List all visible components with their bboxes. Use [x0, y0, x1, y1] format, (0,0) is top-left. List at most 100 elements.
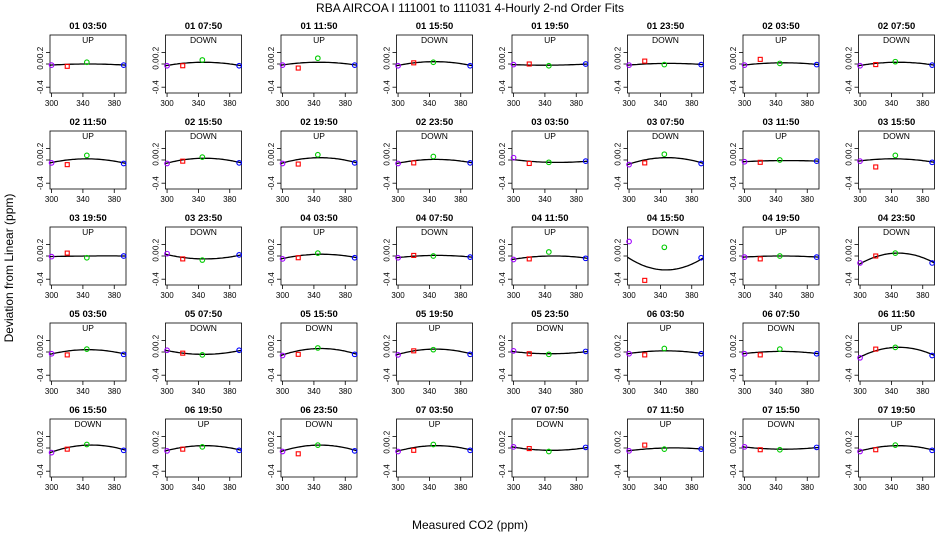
panel-label: 04 19:50 — [762, 213, 800, 224]
data-point — [351, 351, 358, 358]
y-tick-label: 0.0 — [498, 58, 507, 70]
data-point — [279, 62, 286, 69]
panel-label: 02 19:50 — [300, 117, 338, 128]
y-tick-label: 0.2 — [267, 46, 276, 58]
x-tick-label: 300 — [45, 99, 59, 108]
x-tick-label: 380 — [801, 195, 815, 204]
x-tick-label: 380 — [223, 483, 237, 492]
data-point — [510, 256, 517, 263]
panel: 07 19:50 UP -0.4 0.00.2 300 340 380 — [845, 405, 935, 492]
x-tick-label: 300 — [276, 291, 290, 300]
data-point — [430, 59, 437, 66]
panel-label: 05 03:50 — [69, 309, 107, 320]
y-tick-label: -0.4 — [614, 80, 623, 94]
y-tick-label: -0.4 — [498, 80, 507, 94]
fit-curve — [858, 346, 935, 359]
fit-curve — [627, 157, 704, 166]
panel-direction: UP — [544, 131, 556, 141]
fit-curve — [49, 349, 127, 355]
data-point — [626, 448, 632, 454]
panel: 02 11:50 UP -0.4 0.00.2 300 340 380 — [36, 117, 127, 204]
y-tick-label: 0.2 — [152, 142, 161, 154]
y-tick-label: 0.2 — [267, 238, 276, 250]
y-tick-label: 0.2 — [267, 334, 276, 346]
x-tick-label: 300 — [160, 483, 174, 492]
data-point — [64, 352, 70, 358]
x-tick-label: 300 — [45, 291, 59, 300]
y-tick-label: 0.2 — [152, 430, 161, 442]
y-tick-label: -0.4 — [36, 464, 45, 478]
y-tick-label: 0.2 — [614, 238, 623, 250]
data-point — [857, 448, 863, 455]
fit-curve — [742, 350, 820, 355]
x-tick-label: 380 — [454, 99, 468, 108]
panel: 03 23:50 DOWN -0.4 0.00.2 300 340 380 — [152, 213, 242, 300]
x-tick-label: 300 — [507, 387, 521, 396]
x-tick-label: 340 — [423, 483, 437, 492]
x-tick-label: 380 — [801, 99, 815, 108]
data-point — [236, 160, 242, 166]
y-tick-label: 0.2 — [498, 238, 507, 250]
data-point — [757, 256, 763, 262]
panel-direction: UP — [313, 35, 325, 45]
x-tick-label: 340 — [538, 291, 552, 300]
fit-curve — [396, 348, 473, 356]
x-tick-label: 340 — [423, 387, 437, 396]
data-point — [411, 160, 417, 166]
data-point — [395, 448, 401, 455]
y-tick-label: 0.2 — [845, 142, 854, 154]
y-tick-label: -0.4 — [498, 176, 507, 190]
panel: 01 19:50 UP -0.4 0.00.2 300 340 380 — [498, 21, 589, 108]
x-tick-label: 300 — [276, 483, 290, 492]
data-point — [180, 350, 186, 356]
panel-direction: UP — [775, 227, 787, 237]
y-tick-label: 0.0 — [729, 154, 738, 166]
fit-curve — [49, 444, 127, 454]
x-tick-label: 340 — [769, 291, 783, 300]
fit-curve — [742, 255, 820, 258]
x-tick-label: 380 — [916, 483, 930, 492]
data-point — [164, 62, 170, 69]
data-point — [698, 350, 704, 357]
data-point — [757, 447, 763, 453]
y-tick-label: -0.4 — [498, 464, 507, 478]
data-point — [510, 347, 517, 354]
data-point — [526, 160, 532, 167]
x-tick-label: 340 — [307, 99, 321, 108]
data-point — [120, 160, 127, 167]
y-tick-label: -0.4 — [267, 80, 276, 94]
x-tick-label: 380 — [570, 195, 584, 204]
data-point — [741, 443, 748, 450]
data-point — [642, 58, 648, 64]
fit-curve — [627, 62, 704, 66]
data-point — [582, 348, 589, 355]
panel-label: 06 19:50 — [185, 405, 223, 416]
chart-title: RBA AIRCOA I 111001 to 111031 4-Hourly 2… — [316, 1, 624, 15]
panel-direction: UP — [544, 35, 556, 45]
data-point — [199, 443, 206, 450]
panel-label: 07 07:50 — [531, 405, 569, 416]
x-tick-label: 300 — [391, 195, 405, 204]
data-point — [873, 447, 879, 453]
x-tick-label: 340 — [423, 195, 437, 204]
x-tick-label: 300 — [45, 387, 59, 396]
x-tick-label: 380 — [570, 483, 584, 492]
x-tick-label: 300 — [160, 195, 174, 204]
panel-label: 03 07:50 — [647, 117, 685, 128]
x-tick-label: 380 — [339, 291, 353, 300]
data-point — [526, 446, 532, 452]
y-tick-label: 0.2 — [845, 430, 854, 442]
x-tick-label: 380 — [108, 291, 122, 300]
fit-curve — [280, 157, 358, 165]
x-axis-label: Measured CO2 (ppm) — [412, 518, 528, 532]
y-tick-label: -0.4 — [729, 464, 738, 478]
panel: 04 07:50 DOWN -0.4 0.00.2 300 340 380 — [383, 213, 473, 300]
data-point — [892, 442, 899, 448]
panel: 04 11:50 UP -0.4 0.00.2 300 340 380 — [498, 213, 589, 300]
data-point — [164, 448, 170, 454]
data-point — [236, 62, 242, 69]
data-point — [642, 277, 648, 283]
data-point — [48, 160, 55, 166]
y-tick-label: 0.2 — [729, 142, 738, 154]
data-point — [314, 55, 321, 62]
